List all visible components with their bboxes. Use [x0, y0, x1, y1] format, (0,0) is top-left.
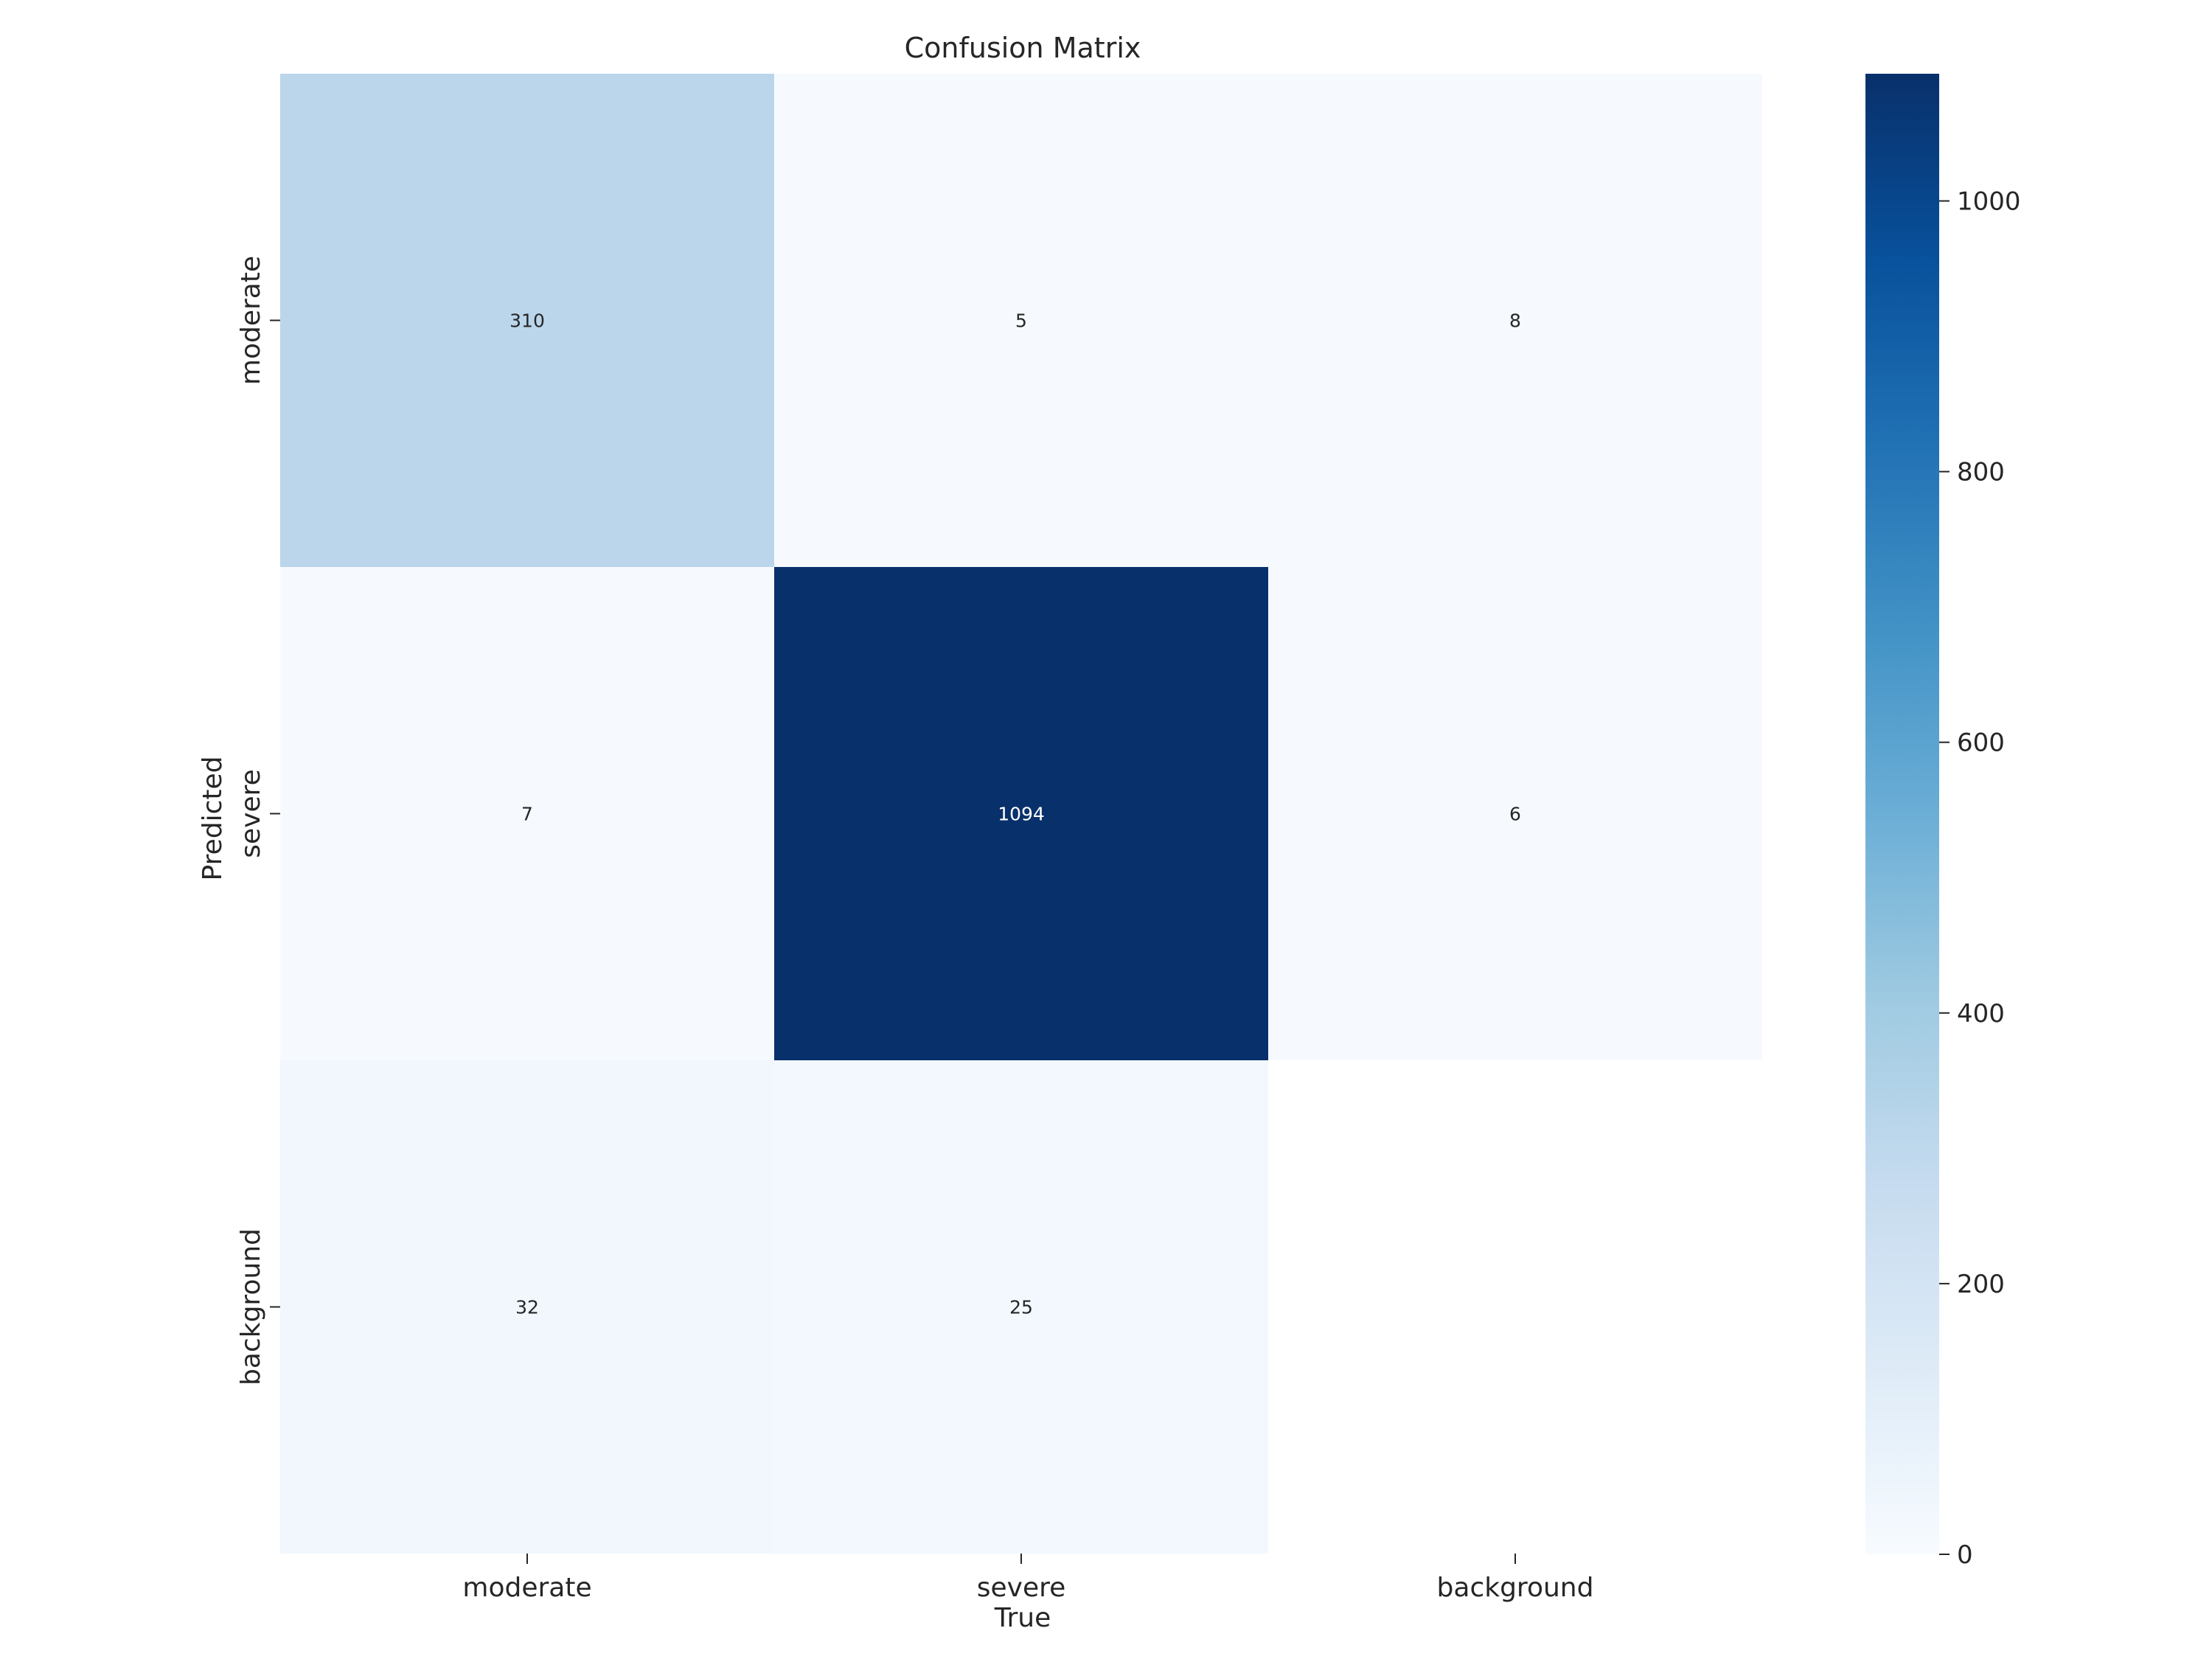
heatmap-cell-2-1: [774, 1060, 1268, 1554]
cell-value-0-0: 310: [509, 310, 545, 332]
y-tick-label-2: background: [236, 1228, 266, 1385]
colorbar-tick-label-5: 1000: [1957, 187, 2021, 217]
colorbar: [1865, 74, 1939, 1554]
colorbar-tick-label-4: 800: [1957, 458, 2005, 487]
colorbar-ticks: 0 200 400 600 800 1000: [1939, 187, 2021, 1570]
x-tick-label-0: moderate: [462, 1573, 591, 1603]
colorbar-tick-label-1: 200: [1957, 1270, 2005, 1299]
y-axis-ticks: moderate severe background: [236, 256, 280, 1385]
colorbar-tick-label-2: 400: [1957, 999, 2005, 1029]
y-tick-label-0: moderate: [236, 256, 266, 385]
heatmap-cell-1-1: [774, 567, 1268, 1060]
cell-value-1-0: 7: [521, 804, 533, 825]
cell-value-1-1: 1094: [998, 804, 1045, 825]
x-axis-ticks: moderate severe background: [462, 1554, 1593, 1603]
heatmap-cell-1-2: [1268, 567, 1762, 1060]
y-tick-label-1: severe: [236, 769, 266, 858]
heatmap-cell-1-0: [280, 567, 774, 1060]
cell-value-0-1: 5: [1015, 310, 1027, 332]
heatmap-cell-labels: 310 5 8 7 1094 6 32 25: [509, 310, 1521, 1318]
cell-value-1-2: 6: [1509, 804, 1521, 825]
cell-value-0-2: 8: [1509, 310, 1521, 332]
cell-value-2-0: 32: [515, 1297, 539, 1318]
cell-value-2-1: 25: [1009, 1297, 1033, 1318]
y-axis-label: Predicted: [198, 757, 228, 881]
heatmap-cell-2-0: [280, 1060, 774, 1554]
heatmap-cell-0-0: [280, 74, 774, 567]
colorbar-tick-label-3: 600: [1957, 728, 2005, 758]
x-tick-label-2: background: [1437, 1573, 1594, 1603]
heatmap-cell-0-2: [1268, 74, 1762, 567]
x-axis-label: True: [994, 1603, 1051, 1633]
heatmap-cell-2-2: [1268, 1060, 1762, 1554]
colorbar-tick-label-0: 0: [1957, 1540, 1973, 1570]
heatmap-cells: [280, 74, 1762, 1554]
x-tick-label-1: severe: [977, 1573, 1066, 1603]
heatmap-cell-0-1: [774, 74, 1268, 567]
chart-title: Confusion Matrix: [905, 32, 1141, 64]
